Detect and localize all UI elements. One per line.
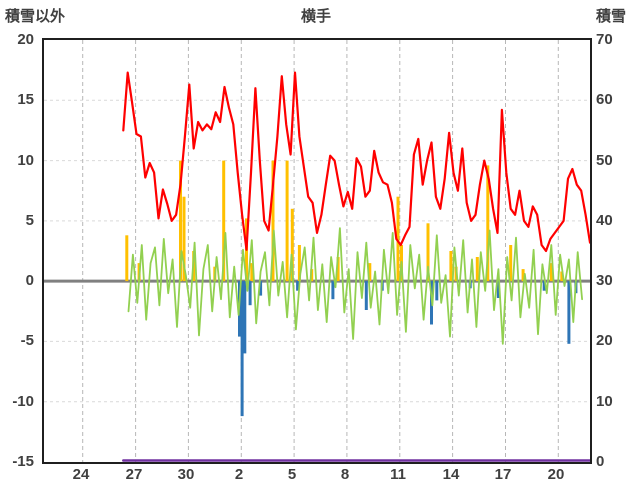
y-left-tick-label: 5 [25, 212, 34, 229]
right-axis-title: 積雪 [595, 8, 626, 25]
y-left-tick-label: -5 [20, 332, 34, 349]
x-axis-tick-labels: 24 27 30 2 5 8 11 14 17 20 [42, 466, 592, 490]
plot-canvas [44, 40, 590, 462]
x-axis-tick-label: 17 [494, 466, 512, 483]
x-axis-tick-label: 27 [125, 466, 143, 483]
y-right-tick-label: 20 [596, 332, 613, 349]
x-axis-tick-label: 24 [72, 466, 90, 483]
y-right-tick-label: 30 [596, 272, 613, 289]
y-left-tick-label: 10 [17, 152, 34, 169]
y-right-tick-label: 50 [596, 152, 613, 169]
y-left-tick-label: 15 [17, 91, 34, 108]
y-right-tick-label: 60 [596, 91, 613, 108]
chart-title: 横手 [300, 8, 331, 25]
y-left-tick-label: 0 [25, 272, 34, 289]
left-axis-tick-labels: 20 15 10 5 0 -5 -10 -15 [0, 31, 36, 470]
x-axis-tick-label: 2 [234, 466, 244, 483]
right-axis-tick-labels: 70 60 50 40 30 20 10 0 [596, 31, 634, 470]
x-axis-tick-label: 30 [177, 466, 195, 483]
y-left-tick-label: -15 [12, 453, 34, 470]
left-axis-title: 積雪以外 [5, 8, 66, 25]
x-axis-tick-label: 20 [547, 466, 565, 483]
x-axis-tick-label: 14 [442, 466, 460, 483]
y-right-tick-label: 70 [596, 31, 613, 48]
x-axis-tick-label: 11 [390, 466, 406, 483]
y-left-tick-label: -10 [12, 393, 34, 410]
y-right-tick-label: 10 [596, 393, 613, 410]
x-axis-tick-label: 8 [340, 466, 350, 483]
y-left-tick-label: 20 [17, 31, 34, 48]
plot-area [42, 38, 592, 464]
x-axis-tick-label: 5 [287, 466, 297, 483]
y-right-tick-label: 40 [596, 212, 613, 229]
y-right-tick-label: 0 [596, 453, 605, 470]
